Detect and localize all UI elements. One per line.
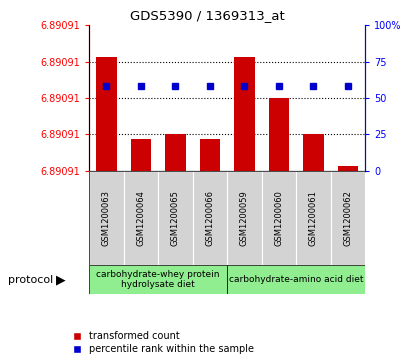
Bar bbox=[131, 139, 151, 171]
Text: carbohydrate-whey protein
hydrolysate diet: carbohydrate-whey protein hydrolysate di… bbox=[96, 270, 220, 289]
Bar bbox=[165, 134, 186, 171]
Text: GSM1200059: GSM1200059 bbox=[240, 190, 249, 246]
Bar bbox=[262, 171, 296, 265]
Text: GSM1200062: GSM1200062 bbox=[344, 190, 352, 246]
Text: GSM1200061: GSM1200061 bbox=[309, 190, 318, 246]
Bar bbox=[303, 134, 324, 171]
Bar bbox=[269, 98, 289, 171]
Text: GSM1200066: GSM1200066 bbox=[205, 190, 215, 246]
Text: GSM1200065: GSM1200065 bbox=[171, 190, 180, 246]
Legend: transformed count, percentile rank within the sample: transformed count, percentile rank withi… bbox=[63, 327, 258, 358]
Bar bbox=[89, 265, 227, 294]
Bar bbox=[158, 171, 193, 265]
Text: ▶: ▶ bbox=[56, 273, 66, 286]
Bar bbox=[338, 166, 358, 171]
Bar bbox=[193, 171, 227, 265]
Bar bbox=[89, 171, 124, 265]
Text: carbohydrate-amino acid diet: carbohydrate-amino acid diet bbox=[229, 275, 364, 284]
Bar bbox=[227, 265, 365, 294]
Bar bbox=[124, 171, 158, 265]
Text: protocol: protocol bbox=[8, 274, 54, 285]
Bar bbox=[234, 57, 255, 171]
Text: GSM1200063: GSM1200063 bbox=[102, 190, 111, 246]
Bar bbox=[227, 171, 262, 265]
Bar bbox=[331, 171, 365, 265]
Text: GSM1200064: GSM1200064 bbox=[137, 190, 146, 246]
Bar bbox=[200, 139, 220, 171]
Text: GSM1200060: GSM1200060 bbox=[274, 190, 283, 246]
Bar bbox=[296, 171, 331, 265]
Bar bbox=[96, 57, 117, 171]
Text: GDS5390 / 1369313_at: GDS5390 / 1369313_at bbox=[130, 9, 285, 22]
